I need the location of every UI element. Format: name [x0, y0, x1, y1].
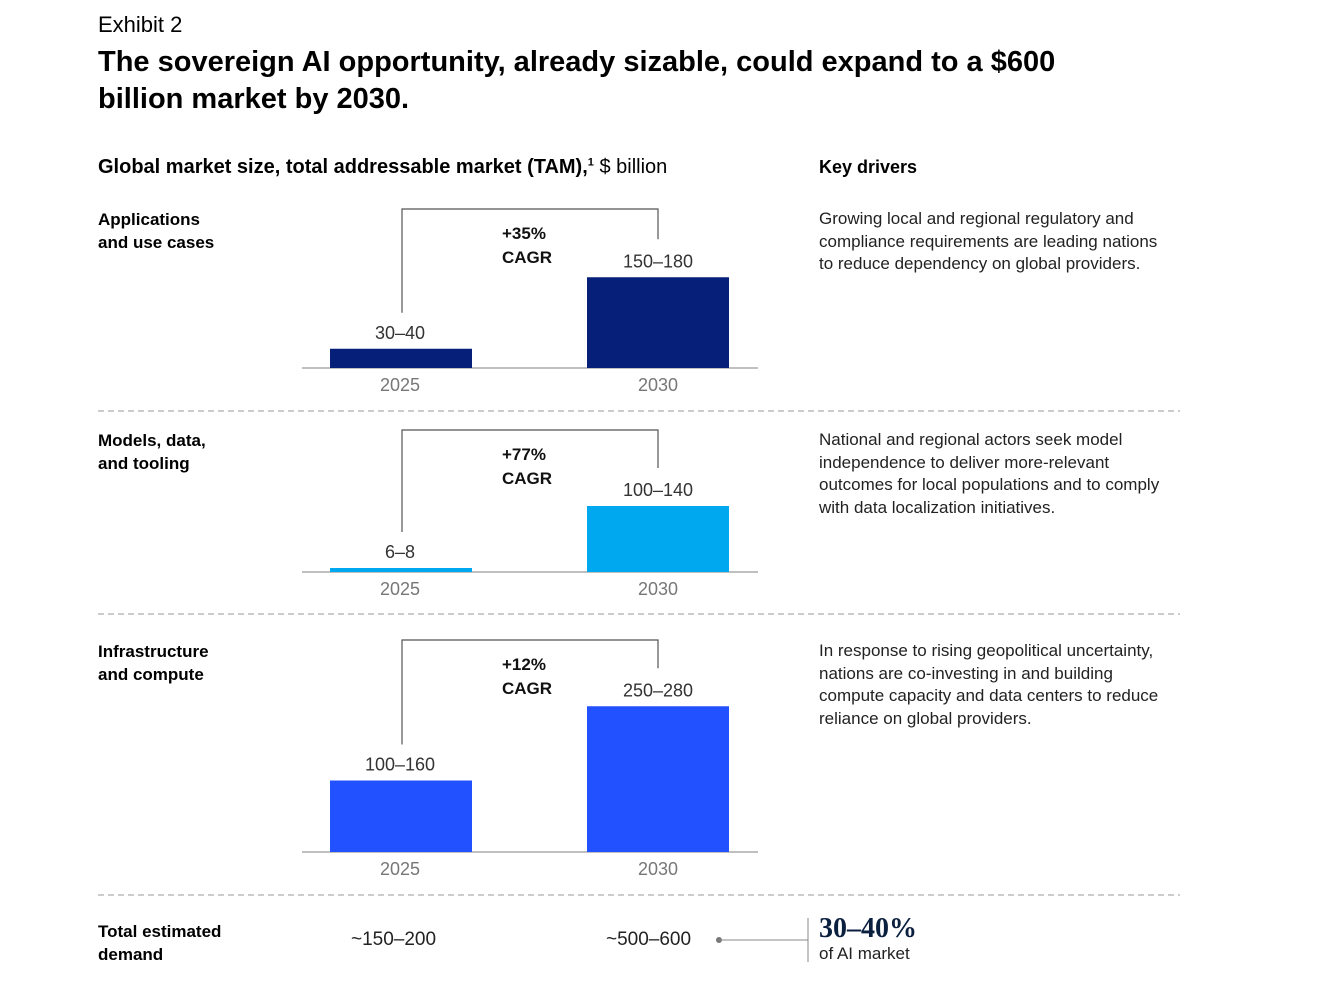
segment-label-infrastructure: Infrastructure and compute: [98, 640, 209, 686]
bar-value-label: 100–160: [365, 755, 435, 775]
chart-subtitle: Global market size, total addressable ma…: [98, 156, 667, 179]
x-tick-label: 2030: [638, 579, 678, 599]
cagr-value: +12%: [502, 655, 546, 674]
total-label-line: demand: [98, 945, 164, 964]
driver-models: National and regional actors seek model …: [819, 430, 1160, 517]
segment-label-line: Infrastructure: [98, 642, 209, 661]
segment-label-models: Models, data, and tooling: [98, 429, 206, 475]
cagr-caption: CAGR: [502, 248, 552, 267]
bar-value-label: 30–40: [375, 323, 425, 343]
total-demand-label: Total estimated demand: [98, 920, 221, 966]
segment-label-line: and tooling: [98, 454, 190, 473]
cagr-bracket: [401, 639, 659, 745]
driver-applications: Growing local and regional regulatory an…: [819, 209, 1158, 273]
ai-market-share-caption: of AI market: [819, 944, 910, 963]
bar-2030: [587, 277, 729, 368]
bar-value-label: 250–280: [623, 680, 693, 700]
bar-value-label: 100–140: [623, 480, 693, 500]
x-tick-label: 2025: [380, 579, 420, 599]
total-2025-value: ~150–200: [351, 929, 437, 950]
exhibit-label: Exhibit 2: [98, 12, 183, 37]
bar-2030: [587, 506, 729, 572]
segment-label-line: Applications: [98, 210, 201, 229]
bar-2025: [330, 780, 472, 852]
key-drivers-heading: Key drivers: [819, 157, 918, 177]
bar-2025: [330, 568, 472, 572]
x-tick-label: 2030: [638, 859, 678, 879]
segment-label-line: and compute: [98, 665, 204, 684]
total-2030-value: ~500–600: [606, 929, 692, 950]
cagr-value: +35%: [502, 224, 546, 243]
subtitle-bold: Global market size, total addressable ma…: [98, 156, 588, 178]
cagr-caption: CAGR: [502, 469, 552, 488]
segment-label-applications: Applications and use cases: [98, 208, 214, 254]
segment-label-line: and use cases: [98, 233, 215, 252]
ai-market-share-value: 30–40%: [819, 913, 917, 944]
x-tick-label: 2025: [380, 859, 420, 879]
bar-value-label: 6–8: [385, 542, 415, 562]
bar-value-label: 150–180: [623, 251, 693, 271]
x-tick-label: 2030: [638, 375, 678, 395]
cagr-bracket: [401, 429, 659, 532]
subtitle-unit: $ billion: [593, 156, 668, 178]
x-tick-label: 2025: [380, 375, 420, 395]
driver-infrastructure: In response to rising geopolitical uncer…: [819, 641, 1159, 728]
total-label-line: Total estimated: [98, 922, 222, 941]
chart-title: The sovereign AI opportunity, already si…: [98, 46, 1056, 115]
cagr-bracket: [401, 208, 659, 313]
footnote-marker: 1: [587, 156, 594, 169]
cagr-value: +77%: [502, 445, 546, 464]
segment-label-line: Models, data,: [98, 431, 206, 450]
bar-2025: [330, 348, 472, 368]
cagr-caption: CAGR: [502, 679, 552, 698]
bar-2030: [587, 706, 729, 852]
